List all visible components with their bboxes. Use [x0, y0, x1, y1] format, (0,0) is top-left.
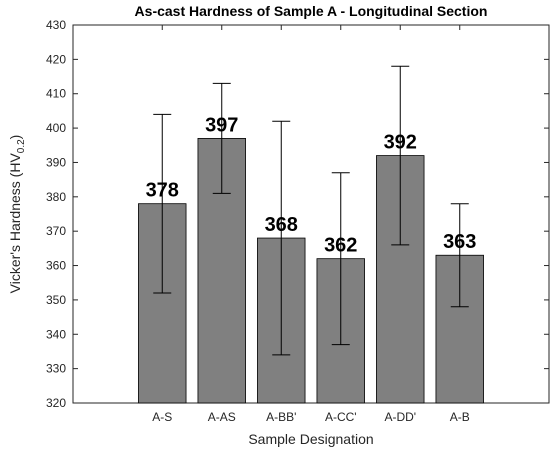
y-axis-label-suffix: )	[7, 135, 23, 140]
y-axis-label-main: Vicker's Hardness (HV	[7, 153, 23, 294]
y-tick-label: 330	[46, 362, 66, 376]
y-tick-label: 380	[46, 190, 66, 204]
y-tick-label: 340	[46, 327, 66, 341]
x-tick-label: A-S	[152, 410, 172, 424]
x-tick-label: A-CC'	[325, 410, 357, 424]
data-label: 397	[205, 114, 238, 136]
y-tick-label: 320	[46, 396, 66, 410]
y-axis-label: Vicker's Hardness (HV0.2)	[7, 135, 27, 294]
x-tick-label: A-AS	[208, 410, 236, 424]
data-labels: 378 397 368 362 392 363	[146, 114, 477, 256]
y-tick-label: 350	[46, 293, 66, 307]
y-tick-label: 400	[46, 121, 66, 135]
plot-area: 320 330 340 350 360 370 380 390 400 410 420 430 A-S…	[46, 18, 550, 424]
y-tick-label: 390	[46, 155, 66, 169]
data-label: 368	[265, 214, 298, 236]
x-tick-label: A-BB'	[266, 410, 296, 424]
data-label: 392	[384, 132, 417, 154]
x-tick-label: A-B	[450, 410, 470, 424]
y-axis-label-subscript: 0.2	[16, 139, 27, 153]
y-tick-label: 430	[46, 18, 66, 32]
y-tick-label: 420	[46, 52, 66, 66]
data-label: 363	[443, 231, 476, 253]
y-tick-label: 410	[46, 87, 66, 101]
data-label: 362	[324, 235, 357, 257]
x-axis-label: Sample Designation	[248, 431, 373, 447]
y-axis: 320 330 340 350 360 370 380 390 400 410 420 430	[46, 18, 549, 410]
error-bars	[153, 65, 469, 356]
y-tick-label: 370	[46, 224, 66, 238]
chart-title: As-cast Hardness of Sample A - Longitudi…	[135, 3, 488, 19]
data-label: 378	[146, 180, 179, 202]
x-tick-label: A-DD'	[384, 410, 416, 424]
y-tick-label: 360	[46, 259, 66, 273]
